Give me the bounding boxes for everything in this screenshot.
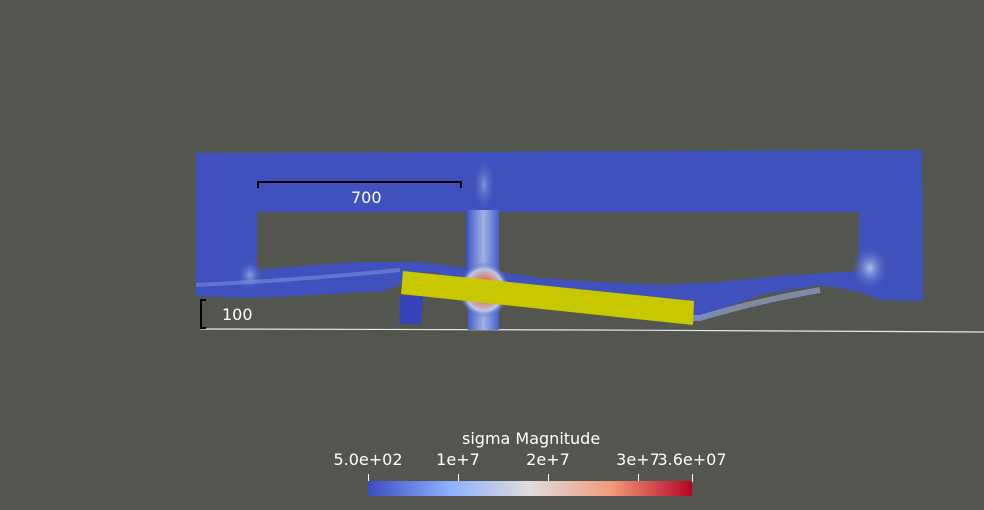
width-dimension-label: 700 (351, 188, 382, 207)
frame-body (196, 150, 923, 330)
colorbar-tick-mark (638, 474, 639, 482)
hotspot-left-joint (236, 259, 264, 291)
rigid-bar (401, 271, 694, 325)
colorbar-tick-label: 3e+7 (616, 450, 660, 469)
colorbar-tick-mark (368, 474, 369, 482)
left-beam-highlight (195, 268, 401, 287)
colorbar-tick-mark (692, 474, 693, 482)
height-dimension-label: 100 (222, 305, 253, 324)
colorbar-tick-label: 5.0e+02 (333, 450, 403, 469)
colorbar-tick-mark (458, 474, 459, 482)
left-leg (399, 296, 423, 324)
height-dimension-bracket (200, 299, 206, 329)
colorbar-tick-label: 3.6e+07 (657, 450, 727, 469)
colorbar-tick-label: 2e+7 (526, 450, 570, 469)
width-dimension-bracket (257, 181, 462, 188)
hotspot-right-joint (850, 244, 890, 292)
colorbar-title: sigma Magnitude (462, 429, 601, 448)
colorbar-tick-mark (548, 474, 549, 482)
colorbar-gradient (368, 481, 692, 496)
ground-line (199, 328, 984, 333)
hotspot-top (472, 155, 496, 215)
colorbar-tick-label: 1e+7 (436, 450, 480, 469)
